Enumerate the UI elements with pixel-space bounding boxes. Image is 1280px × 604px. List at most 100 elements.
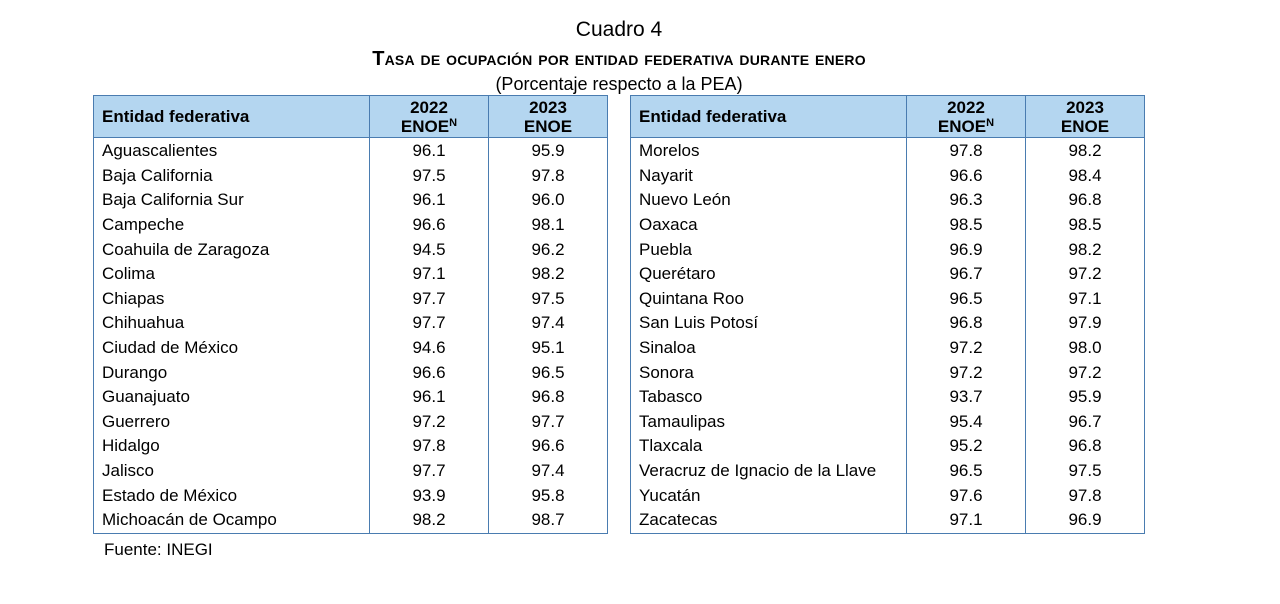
entity-cell: Nuevo León: [630, 188, 907, 213]
table-row: Nuevo León 96.3 96.8: [630, 188, 1145, 213]
column-header-entity: Entidad federativa: [630, 95, 907, 138]
value-2023-cell: 95.1: [488, 335, 608, 361]
value-2022-cell: 97.8: [369, 434, 489, 459]
left-table-body: Aguascalientes 96.1 95.9 Baja California 97.…: [93, 137, 608, 533]
value-2023-cell: 98.5: [1025, 212, 1145, 238]
value-2023-cell: 97.2: [1025, 261, 1145, 287]
value-2022-cell: 95.4: [906, 409, 1026, 435]
value-2023-cell: 97.5: [1025, 458, 1145, 484]
value-2022-cell: 95.2: [906, 434, 1026, 459]
table-row: Querétaro 96.7 97.2: [630, 261, 1145, 287]
right-table: Entidad federativa 2022 ENOEN 2023 ENOE …: [630, 95, 1145, 534]
value-2022-cell: 97.7: [369, 458, 489, 484]
column-header-2022: 2022 ENOEN: [906, 95, 1026, 138]
value-2022-cell: 97.6: [906, 483, 1026, 508]
value-2022-cell: 98.2: [369, 507, 489, 533]
entity-cell: Baja California: [93, 163, 370, 189]
table-row: Baja California 97.5 97.8: [93, 163, 608, 189]
table-row: Sinaloa 97.2 98.0: [630, 335, 1145, 361]
value-2023-cell: 98.2: [1025, 237, 1145, 262]
table-row: Baja California Sur 96.1 96.0: [93, 188, 608, 213]
table-row: Ciudad de México 94.6 95.1: [93, 335, 608, 361]
entity-cell: Jalisco: [93, 458, 370, 484]
value-2022-cell: 96.1: [369, 384, 489, 410]
entity-cell: Coahuila de Zaragoza: [93, 237, 370, 262]
table-row: Puebla 96.9 98.2: [630, 237, 1145, 262]
value-2023-cell: 95.8: [488, 483, 608, 508]
entity-cell: Colima: [93, 261, 370, 287]
value-2023-cell: 97.2: [1025, 360, 1145, 385]
table-row: Durango 96.6 96.5: [93, 360, 608, 385]
value-2023-cell: 97.9: [1025, 311, 1145, 336]
entity-cell: Tabasco: [630, 384, 907, 410]
entity-cell: Hidalgo: [93, 434, 370, 459]
value-2022-cell: 94.6: [369, 335, 489, 361]
year-2022-label: 2022: [410, 97, 448, 117]
entity-cell: Sonora: [630, 360, 907, 385]
value-2023-cell: 97.5: [488, 286, 608, 312]
entity-cell: Morelos: [630, 137, 907, 164]
value-2022-cell: 97.2: [369, 409, 489, 435]
table-row: Tabasco 93.7 95.9: [630, 384, 1145, 410]
table-row: Yucatán 97.6 97.8: [630, 483, 1145, 508]
value-2022-cell: 97.1: [369, 261, 489, 287]
value-2023-cell: 98.0: [1025, 335, 1145, 361]
table-title: Tasa de ocupación por entidad federativa…: [372, 48, 866, 70]
entity-cell: Guanajuato: [93, 384, 370, 410]
value-2022-cell: 96.1: [369, 188, 489, 213]
entity-cell: Campeche: [93, 212, 370, 238]
value-2023-cell: 96.0: [488, 188, 608, 213]
value-2023-cell: 96.8: [488, 384, 608, 410]
survey-2023-label: ENOE: [523, 116, 573, 136]
entity-cell: Ciudad de México: [93, 335, 370, 361]
table-row: Chiapas 97.7 97.5: [93, 286, 608, 312]
survey-2022-superscript: N: [986, 116, 995, 129]
year-2022-label: 2022: [947, 97, 985, 117]
value-2022-cell: 96.6: [906, 163, 1026, 189]
table-row: Hidalgo 97.8 96.6: [93, 434, 608, 459]
column-header-2023: 2023 ENOE: [1025, 95, 1145, 138]
table-row: Sonora 97.2 97.2: [630, 360, 1145, 385]
table-row: Guerrero 97.2 97.7: [93, 409, 608, 435]
value-2022-cell: 97.7: [369, 311, 489, 336]
entity-cell: Tlaxcala: [630, 434, 907, 459]
value-2023-cell: 97.8: [1025, 483, 1145, 508]
value-2023-cell: 95.9: [488, 137, 608, 164]
value-2022-cell: 96.6: [369, 360, 489, 385]
table-row: San Luis Potosí 96.8 97.9: [630, 311, 1145, 336]
value-2023-cell: 96.8: [1025, 188, 1145, 213]
value-2023-cell: 97.1: [1025, 286, 1145, 312]
entity-cell: Querétaro: [630, 261, 907, 287]
entity-cell: Oaxaca: [630, 212, 907, 238]
entity-cell: Aguascalientes: [93, 137, 370, 164]
entity-cell: Baja California Sur: [93, 188, 370, 213]
entity-cell: Chiapas: [93, 286, 370, 312]
survey-2022-label: ENOE: [937, 116, 987, 136]
survey-2022-label: ENOE: [400, 116, 450, 136]
value-2023-cell: 97.8: [488, 163, 608, 189]
value-2023-cell: 98.1: [488, 212, 608, 238]
table-row: Michoacán de Ocampo 98.2 98.7: [93, 507, 608, 533]
entity-cell: Zacatecas: [630, 507, 907, 533]
value-2022-cell: 96.7: [906, 261, 1026, 287]
column-header-2023: 2023 ENOE: [488, 95, 608, 138]
value-2022-cell: 93.9: [369, 483, 489, 508]
table-row: Tamaulipas 95.4 96.7: [630, 409, 1145, 435]
entity-cell: Quintana Roo: [630, 286, 907, 312]
table-row: Guanajuato 96.1 96.8: [93, 384, 608, 410]
value-2023-cell: 97.4: [488, 458, 608, 484]
table-row: Chihuahua 97.7 97.4: [93, 311, 608, 336]
table-row: Aguascalientes 96.1 95.9: [93, 137, 608, 164]
column-header-entity: Entidad federativa: [93, 95, 370, 138]
value-2022-cell: 96.1: [369, 137, 489, 164]
value-2023-cell: 98.2: [488, 261, 608, 287]
value-2022-cell: 96.6: [369, 212, 489, 238]
value-2022-cell: 96.5: [906, 286, 1026, 312]
entity-cell: Durango: [93, 360, 370, 385]
value-2022-cell: 97.2: [906, 335, 1026, 361]
table-row: Veracruz de Ignacio de la Llave 96.5 97.5: [630, 458, 1145, 484]
value-2022-cell: 97.5: [369, 163, 489, 189]
table-header-row: Entidad federativa 2022 ENOEN 2023 ENOE: [93, 95, 608, 138]
value-2022-cell: 96.5: [906, 458, 1026, 484]
value-2023-cell: 96.2: [488, 237, 608, 262]
